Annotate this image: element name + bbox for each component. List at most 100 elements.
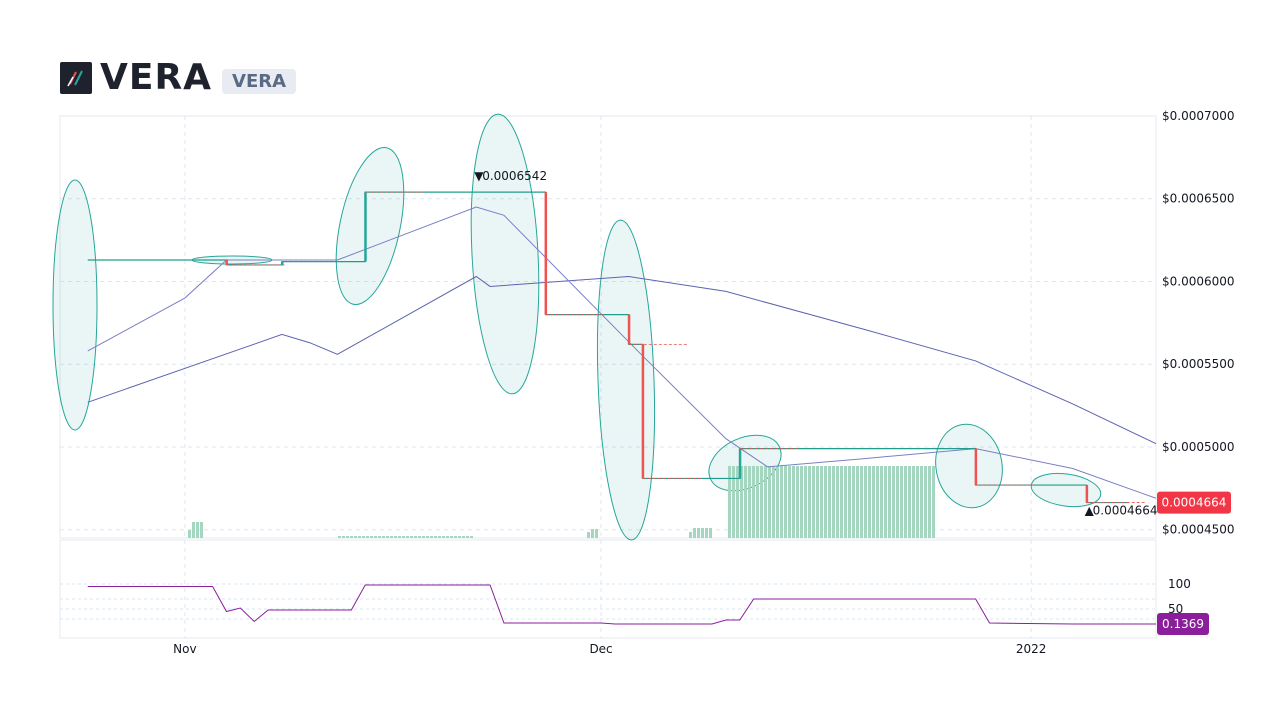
- volume-bar: [892, 466, 895, 538]
- volume-bar: [418, 536, 421, 538]
- volume-bar: [442, 536, 445, 538]
- y-tick-label: $0.0006000: [1162, 274, 1235, 288]
- volume-bar: [816, 466, 819, 538]
- projection-ellipse: [335, 146, 405, 306]
- volume-bar: [338, 536, 341, 538]
- moving-average-slow-line: [87, 275, 1157, 445]
- volume-bar: [466, 536, 469, 538]
- volume-bar: [200, 522, 203, 538]
- volume-bar: [900, 466, 903, 538]
- volume-bar: [406, 536, 409, 538]
- volume-bar: [689, 532, 692, 538]
- indicator-pane-frame: [59, 539, 1157, 639]
- x-tick-label: Nov: [173, 642, 196, 656]
- x-tick-label: Dec: [589, 642, 612, 656]
- drawings: [52, 113, 1102, 541]
- volume-bar: [888, 466, 891, 538]
- volume-bar: [354, 536, 357, 538]
- volume-bar: [844, 466, 847, 538]
- asset-title: VERA: [100, 57, 213, 98]
- volume-bar: [744, 466, 747, 538]
- price-candle: [225, 259, 228, 265]
- volume-bar: [896, 466, 899, 538]
- volume-bar: [390, 536, 393, 538]
- volume-bar: [764, 466, 767, 538]
- indicator-value-label: 0.1369: [1162, 617, 1204, 631]
- volume-bar: [402, 536, 405, 538]
- indicator-line: [87, 584, 1156, 625]
- volume-bar: [587, 532, 590, 538]
- volume-bar: [760, 466, 763, 538]
- volume-bar: [756, 466, 759, 538]
- y-tick-label: $0.0007000: [1162, 109, 1235, 123]
- price-candle: [1085, 485, 1089, 503]
- volume-bar: [772, 466, 775, 538]
- volume-bar: [840, 466, 843, 538]
- volume-bar: [374, 536, 377, 538]
- volume-bar: [916, 466, 919, 538]
- high-label: 0.0006542: [482, 169, 547, 183]
- volume-bar: [740, 466, 743, 538]
- last-price-badge: [1157, 491, 1231, 514]
- indicator-tick-label: 100: [1168, 577, 1191, 591]
- volume-bar: [928, 466, 931, 538]
- y-tick-label: $0.0006500: [1162, 192, 1235, 206]
- volume-bar: [430, 536, 433, 538]
- volume-bar: [852, 466, 855, 538]
- volume-bar: [768, 466, 771, 538]
- volume-bar: [346, 536, 349, 538]
- volume-bar: [378, 536, 381, 538]
- volume-bar: [872, 466, 875, 538]
- volume-bar: [776, 466, 779, 538]
- volume-bar: [784, 466, 787, 538]
- volume-bar: [342, 536, 345, 538]
- volume-bar: [860, 466, 863, 538]
- volume-bar: [462, 536, 465, 538]
- volume-bar: [932, 466, 935, 538]
- volume-bar: [880, 466, 883, 538]
- series: [87, 191, 1157, 625]
- volume-bar: [422, 536, 425, 538]
- projection-ellipse: [596, 219, 656, 541]
- y-tick-label: $0.0005000: [1162, 440, 1235, 454]
- volume-bar: [382, 536, 385, 538]
- volume-bar: [595, 529, 598, 538]
- low-label: 0.0004664: [1093, 504, 1158, 518]
- volume-bar: [591, 529, 594, 538]
- price-candle: [627, 314, 631, 345]
- volume-bar: [912, 466, 915, 538]
- last-price-label: 0.0004664: [1162, 496, 1227, 510]
- volume-bar: [820, 466, 823, 538]
- price-candle: [974, 448, 978, 486]
- volume-bar: [856, 466, 859, 538]
- volume-bar: [434, 536, 437, 538]
- candlestick-logo-icon: [60, 62, 92, 94]
- volume-bar: [792, 466, 795, 538]
- volume-bar: [386, 536, 389, 538]
- low-marker: ▲: [1085, 504, 1095, 518]
- volume-bar: [454, 536, 457, 538]
- volume-bar: [470, 536, 473, 538]
- volume-bar: [864, 466, 867, 538]
- volume-bar: [920, 466, 923, 538]
- volume-bar: [908, 466, 911, 538]
- indicator-tick-label: 50: [1168, 602, 1183, 616]
- projection-ellipse: [470, 113, 540, 395]
- volume-bar: [884, 466, 887, 538]
- volume-bar: [350, 536, 353, 538]
- volume-bar: [780, 466, 783, 538]
- volume-bar: [438, 536, 441, 538]
- volume-bar: [728, 466, 731, 538]
- price-candle: [364, 192, 367, 262]
- volume-bar: [358, 536, 361, 538]
- volume-bar: [924, 466, 927, 538]
- volume-bar: [693, 528, 696, 538]
- y-tick-label: $0.0004500: [1162, 523, 1235, 537]
- volume-bar: [188, 530, 191, 538]
- volume-bar: [458, 536, 461, 538]
- volume-bar: [832, 466, 835, 538]
- price-candle: [641, 344, 645, 479]
- volume-bar: [370, 536, 373, 538]
- volume-bar: [410, 536, 413, 538]
